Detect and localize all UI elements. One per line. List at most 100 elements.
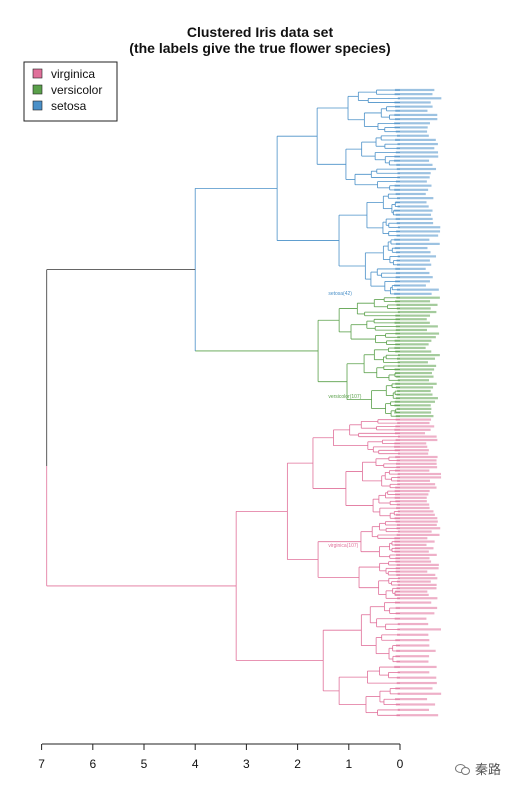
setosa-leaf-label bbox=[395, 192, 426, 196]
setosa-leaf-label bbox=[394, 93, 433, 96]
virginica-leaf-label bbox=[397, 708, 430, 711]
virginica-leaf-label bbox=[394, 428, 431, 431]
watermark-text: 秦路 bbox=[474, 763, 501, 778]
virginica-leaf-label bbox=[394, 665, 437, 669]
virginica-leaf-label bbox=[396, 573, 436, 576]
virginica-leaf-label bbox=[397, 577, 438, 580]
legend-swatch-versicolor bbox=[32, 84, 43, 95]
setosa-leaf-label bbox=[394, 101, 431, 104]
virginica-leaf-label bbox=[394, 547, 434, 550]
virginica-leaf-label bbox=[397, 633, 429, 636]
virginica-leaf-label bbox=[395, 601, 432, 604]
setosa-leaf-label bbox=[395, 242, 440, 245]
setosa-leaf-label bbox=[395, 130, 428, 133]
virginica-leaf-label bbox=[394, 489, 430, 493]
setosa-leaf-label bbox=[395, 213, 432, 216]
setosa-leaf-label bbox=[394, 126, 428, 129]
setosa-leaf-label bbox=[397, 205, 429, 208]
virginica-leaf-label bbox=[396, 563, 439, 566]
versicolor-leaf-label bbox=[397, 389, 431, 393]
versicolor-leaf-label bbox=[396, 407, 432, 411]
setosa-leaf-label bbox=[395, 138, 436, 141]
virginica-leaf-label bbox=[395, 418, 432, 421]
virginica-leaf-label bbox=[395, 703, 436, 706]
versicolor-leaf-label bbox=[394, 400, 435, 403]
virginica-leaf-label bbox=[395, 644, 430, 647]
virginica-leaf-label bbox=[396, 649, 436, 652]
versicolor-leaf-label bbox=[397, 357, 435, 360]
setosa-leaf-label bbox=[397, 197, 434, 200]
virginica-leaf-label bbox=[395, 590, 428, 593]
setosa-leaf-label bbox=[396, 230, 441, 233]
versicolor-leaf-label bbox=[396, 303, 438, 306]
setosa-leaf-label bbox=[397, 255, 437, 258]
virginica-leaf-label bbox=[395, 438, 438, 442]
setosa-leaf-label bbox=[396, 259, 430, 262]
virginica-leaf-label bbox=[395, 639, 430, 642]
x-axis-tick-label: 7 bbox=[38, 757, 45, 771]
versicolor-leaf-label bbox=[395, 325, 438, 328]
virginica-leaf-label bbox=[395, 500, 427, 503]
versicolor-leaf-label bbox=[395, 343, 429, 346]
legend-label-versicolor: versicolor bbox=[51, 83, 102, 97]
setosa-leaf-label bbox=[395, 271, 430, 275]
virginica-leaf-label bbox=[397, 476, 442, 479]
virginica-leaf-label bbox=[397, 597, 438, 600]
virginica-leaf-label bbox=[396, 503, 430, 506]
setosa-leaf-label bbox=[396, 234, 439, 237]
setosa-leaf-label bbox=[395, 180, 427, 183]
setosa-leaf-label bbox=[394, 122, 430, 125]
versicolor-leaf-label bbox=[395, 386, 434, 389]
virginica-leaf-label bbox=[394, 449, 429, 452]
setosa-leaf-label bbox=[394, 184, 432, 187]
virginica-leaf-label bbox=[397, 479, 430, 482]
versicolor-leaf-label bbox=[396, 307, 431, 310]
virginica-leaf-label bbox=[397, 472, 441, 476]
versicolor-leaf-label bbox=[394, 404, 431, 407]
legend-label-virginica: virginica bbox=[51, 67, 95, 81]
virginica-leaf-label bbox=[396, 681, 437, 685]
versicolor-leaf-label bbox=[395, 318, 427, 321]
setosa-leaf-label bbox=[395, 201, 427, 204]
x-axis-tick-label: 3 bbox=[243, 757, 250, 771]
virginica-leaf-label bbox=[395, 612, 435, 615]
x-axis-tick-label: 4 bbox=[192, 757, 199, 771]
virginica-leaf-label bbox=[394, 698, 428, 701]
leaf-label-versicolor: versicolor(107) bbox=[328, 394, 361, 400]
virginica-leaf-label bbox=[394, 537, 428, 540]
versicolor-leaf-label bbox=[397, 361, 428, 364]
versicolor-leaf-label bbox=[394, 321, 430, 324]
setosa-leaf-label bbox=[397, 142, 438, 146]
virginica-leaf-label bbox=[394, 442, 427, 445]
virginica-leaf-label bbox=[394, 550, 429, 553]
virginica-leaf-label bbox=[397, 622, 429, 626]
virginica-leaf-label bbox=[394, 496, 427, 499]
versicolor-leaf-label bbox=[395, 382, 437, 385]
setosa-leaf-label bbox=[396, 163, 433, 166]
versicolor-leaf-label bbox=[396, 393, 433, 396]
versicolor-leaf-label bbox=[395, 314, 431, 317]
watermark: 秦路 bbox=[454, 759, 501, 778]
setosa-leaf-label bbox=[396, 147, 435, 150]
versicolor-leaf-label bbox=[394, 411, 432, 414]
virginica-leaf-label bbox=[396, 587, 437, 590]
virginica-leaf-label bbox=[396, 527, 441, 530]
x-axis: 7 6 5 4 3 2 1 0 bbox=[38, 743, 404, 771]
virginica-leaf-label bbox=[396, 580, 431, 583]
legend-swatch-virginica bbox=[32, 68, 43, 79]
versicolor-leaf-label bbox=[395, 300, 431, 303]
versicolor-leaf-label bbox=[394, 346, 426, 350]
virginica-leaf-label bbox=[394, 593, 429, 596]
setosa-leaf-label bbox=[394, 284, 426, 287]
setosa-leaf-label bbox=[396, 288, 439, 291]
virginica-leaf-label bbox=[397, 530, 432, 533]
virginica-leaf-label bbox=[396, 462, 437, 465]
setosa-leaf-label bbox=[395, 276, 433, 279]
versicolor-leaf-label bbox=[397, 310, 437, 314]
versicolor-leaf-label bbox=[395, 332, 440, 335]
setosa-leaf-label bbox=[395, 217, 433, 221]
versicolor-leaf-label bbox=[395, 328, 427, 332]
virginica-leaf-label bbox=[394, 543, 427, 546]
setosa-leaf-label bbox=[394, 188, 429, 191]
wechat-icon bbox=[454, 763, 471, 775]
